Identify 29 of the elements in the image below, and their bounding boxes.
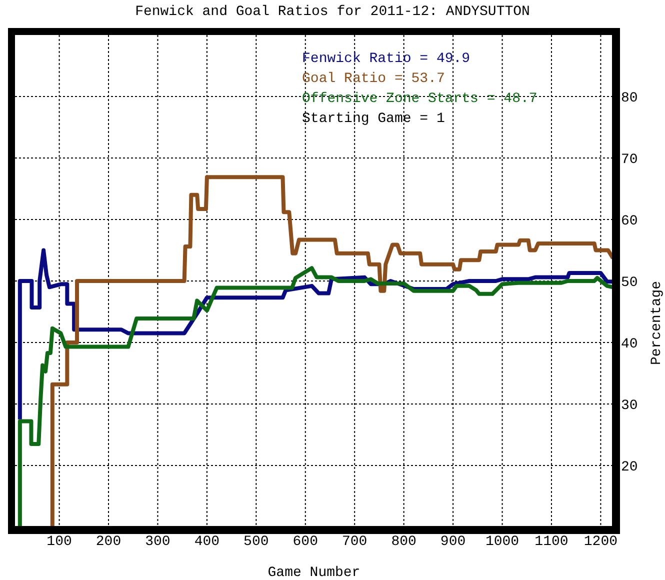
y-tick-label: 30 — [621, 398, 638, 414]
x-tick-label: 900 — [440, 534, 466, 550]
x-tick-label: 1000 — [485, 534, 520, 550]
x-tick-label: 1100 — [534, 534, 568, 550]
y-tick-label: 40 — [621, 336, 638, 352]
x-tick-label: 1200 — [584, 534, 618, 550]
x-tick-label: 500 — [244, 534, 269, 550]
x-tick-label: 400 — [194, 534, 220, 550]
text: Goal Ratio = 53.7 — [302, 70, 446, 89]
y-axis-title: Percentage — [648, 281, 665, 366]
x-tick-label: 200 — [96, 534, 122, 550]
line-series — [18, 266, 613, 527]
x-tick-label: 300 — [145, 534, 170, 550]
x-tick-label: 700 — [342, 534, 368, 550]
x-tick-label: 100 — [46, 534, 72, 550]
y-tick-label: 60 — [621, 213, 638, 230]
y-tick-label: 80 — [621, 90, 638, 106]
text: Fenwick Ratio = 49.9 — [302, 50, 472, 69]
y-tick-label: 20 — [621, 459, 638, 476]
text: Offensive Zone Starts = 48.7 — [302, 90, 538, 109]
line-series — [50, 175, 613, 527]
annotation: Starting Game = 1 — [302, 110, 446, 129]
x-axis-title: Game Number — [268, 565, 360, 580]
chart-title: Fenwick and Goal Ratios for 2011-12: ANDYSUTTON — [134, 4, 531, 20]
x-tick-label: 600 — [292, 534, 318, 550]
y-tick-label: 50 — [621, 274, 638, 291]
y-tick-label: 70 — [621, 152, 638, 168]
x-tick-label: 800 — [391, 534, 416, 550]
line-series — [18, 248, 613, 422]
